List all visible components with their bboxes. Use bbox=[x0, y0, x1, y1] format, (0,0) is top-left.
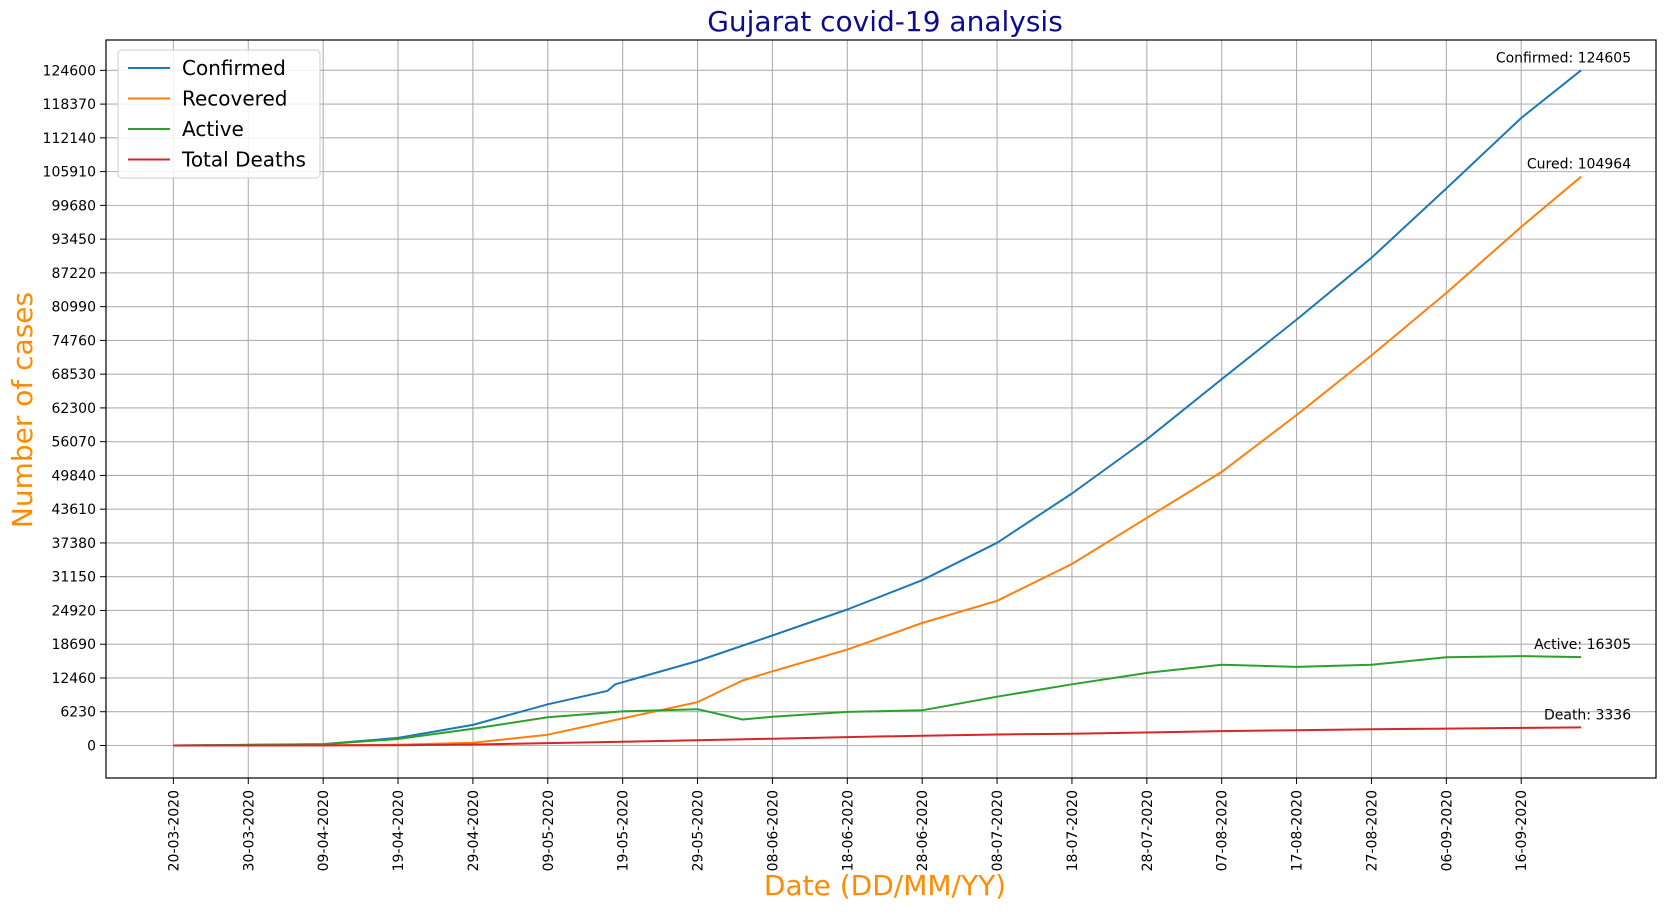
x-tick-label: 18-06-2020 bbox=[840, 790, 856, 871]
y-tick-label: 43610 bbox=[51, 502, 96, 518]
series-line-recovered bbox=[173, 175, 1582, 747]
y-tick-label: 118370 bbox=[43, 97, 96, 113]
x-tick-label: 08-07-2020 bbox=[990, 790, 1006, 871]
x-tick-label: 29-04-2020 bbox=[466, 790, 482, 871]
x-tick-label: 18-07-2020 bbox=[1065, 790, 1081, 871]
y-tick-label: 80990 bbox=[51, 300, 96, 316]
y-tick-label: 74760 bbox=[51, 333, 96, 349]
x-tick-label: 08-06-2020 bbox=[765, 790, 781, 871]
x-tick-label: 30-03-2020 bbox=[241, 790, 257, 871]
x-axis-ticks: 20-03-2020 30-03-2020 09-04-2020 19-04-2020… bbox=[166, 778, 1530, 871]
annotation-confirmed: Confirmed: 124605 bbox=[1496, 50, 1631, 66]
x-tick-label: 17-08-2020 bbox=[1290, 790, 1306, 871]
legend-label: Recovered bbox=[182, 87, 287, 111]
x-tick-label: 09-04-2020 bbox=[316, 790, 332, 871]
x-tick-label: 29-05-2020 bbox=[691, 790, 707, 871]
series-line-confirmed bbox=[173, 69, 1582, 747]
y-tick-label: 0 bbox=[87, 738, 96, 754]
x-tick-label: 09-05-2020 bbox=[541, 790, 557, 871]
x-axis-label: Date (DD/MM/YY) bbox=[764, 869, 1006, 902]
y-tick-label: 31150 bbox=[51, 570, 96, 586]
y-tick-label: 112140 bbox=[43, 131, 96, 147]
y-tick-label: 6230 bbox=[60, 705, 96, 721]
x-tick-label: 28-07-2020 bbox=[1140, 790, 1156, 871]
annotations: Confirmed: 124605 Cured: 104964 Active: 16… bbox=[1496, 50, 1631, 723]
annotation-active: Active: 16305 bbox=[1534, 637, 1631, 653]
x-tick-label: 19-05-2020 bbox=[616, 790, 632, 871]
series-line-total-deaths bbox=[173, 726, 1582, 747]
series-line-active bbox=[173, 655, 1582, 747]
x-tick-label: 07-08-2020 bbox=[1215, 790, 1231, 871]
legend-label: Total Deaths bbox=[181, 148, 306, 172]
x-tick-label: 27-08-2020 bbox=[1364, 790, 1380, 871]
legend-box bbox=[117, 49, 321, 179]
y-axis-label: Number of cases bbox=[6, 292, 39, 528]
x-tick-label: 06-09-2020 bbox=[1439, 790, 1455, 871]
y-tick-label: 124600 bbox=[43, 63, 96, 79]
plot-frame bbox=[105, 39, 1657, 779]
chart-title: Gujarat covid-19 analysis bbox=[707, 5, 1063, 38]
y-tick-label: 56070 bbox=[51, 435, 96, 451]
x-tick-label: 16-09-2020 bbox=[1514, 790, 1530, 871]
y-tick-label: 62300 bbox=[51, 401, 96, 417]
y-axis-ticks: 0 6230 12460 18690 24920 31150 37380 43610 49840… bbox=[43, 63, 106, 754]
x-tick-label: 28-06-2020 bbox=[915, 790, 931, 871]
y-tick-label: 68530 bbox=[51, 367, 96, 383]
y-tick-label: 105910 bbox=[43, 165, 96, 181]
grid bbox=[106, 40, 1656, 778]
legend: Confirmed Recovered Active Total Deaths bbox=[117, 49, 321, 179]
y-tick-label: 93450 bbox=[51, 232, 96, 248]
x-tick-label: 20-03-2020 bbox=[166, 790, 182, 871]
y-tick-label: 18690 bbox=[51, 637, 96, 653]
series-lines bbox=[173, 69, 1582, 747]
legend-label: Active bbox=[182, 117, 244, 141]
legend-label: Confirmed bbox=[182, 56, 286, 80]
y-tick-label: 12460 bbox=[51, 671, 96, 687]
y-tick-label: 37380 bbox=[51, 536, 96, 552]
annotation-recovered: Cured: 104964 bbox=[1527, 157, 1631, 173]
y-tick-label: 49840 bbox=[51, 468, 96, 484]
annotation-total-deaths: Death: 3336 bbox=[1544, 707, 1631, 723]
x-tick-label: 19-04-2020 bbox=[391, 790, 407, 871]
y-tick-label: 24920 bbox=[51, 603, 96, 619]
y-tick-label: 87220 bbox=[51, 266, 96, 282]
y-tick-label: 99680 bbox=[51, 198, 96, 214]
